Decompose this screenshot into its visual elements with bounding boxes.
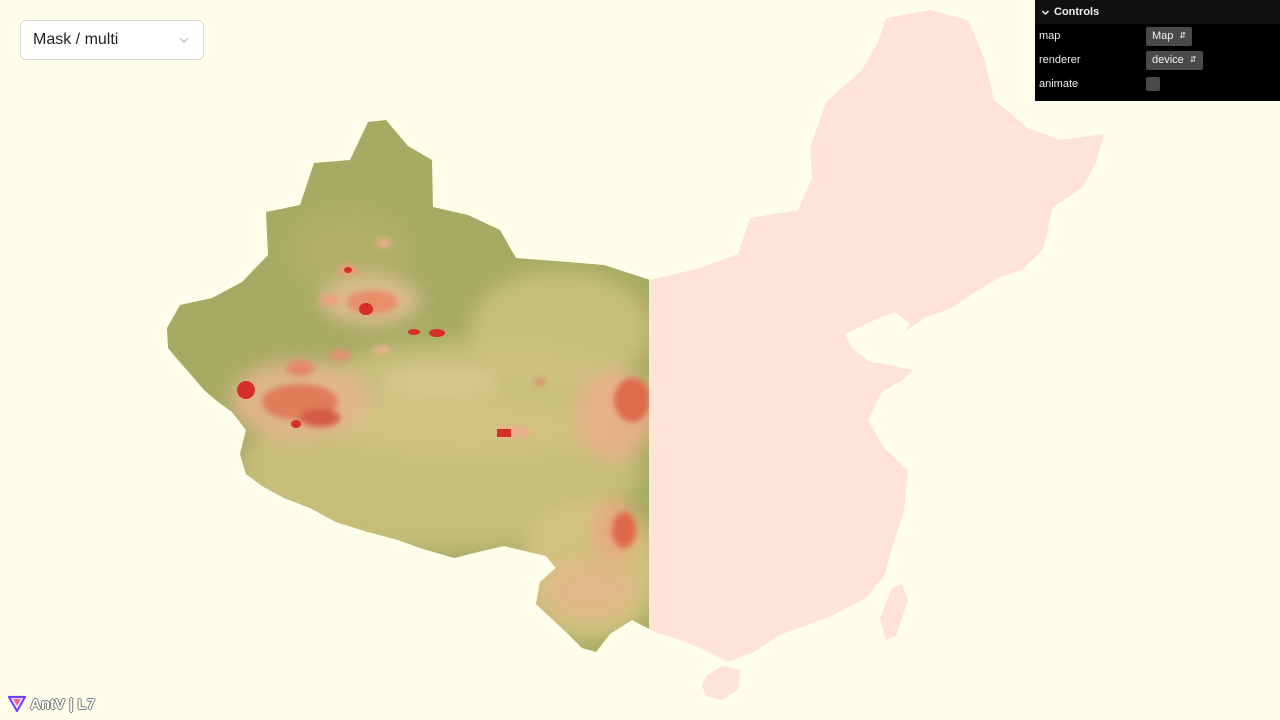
control-label-map: map bbox=[1039, 30, 1061, 42]
renderer-select-value: device bbox=[1152, 54, 1184, 66]
taiwan-island bbox=[880, 584, 908, 640]
logo-text: AntV | L7 bbox=[30, 695, 96, 713]
antv-logo-icon bbox=[8, 695, 26, 713]
hainan-island bbox=[702, 666, 740, 700]
animate-checkbox[interactable] bbox=[1146, 77, 1160, 91]
china-mask-fill bbox=[649, 10, 1104, 662]
renderer-select[interactable]: device ⇵ bbox=[1146, 50, 1203, 70]
map-select-value: Map bbox=[1152, 30, 1174, 42]
elevation-raster bbox=[167, 100, 649, 660]
control-row-renderer: renderer device ⇵ bbox=[1035, 48, 1280, 72]
high-elevation-peaks bbox=[237, 267, 511, 437]
case-select-value: Mask / multi bbox=[33, 31, 119, 48]
map-select[interactable]: Map ⇵ bbox=[1146, 26, 1193, 46]
updown-arrows-icon: ⇵ bbox=[1179, 31, 1187, 40]
updown-arrows-icon: ⇵ bbox=[1189, 55, 1197, 64]
controls-title-bar[interactable]: Controls bbox=[1035, 0, 1280, 24]
case-select[interactable]: Mask / multi bbox=[20, 20, 204, 60]
control-row-map: map Map ⇵ bbox=[1035, 24, 1280, 48]
controls-panel: Controls map Map ⇵ renderer device ⇵ ani… bbox=[1035, 0, 1280, 101]
chevron-down-icon bbox=[1041, 9, 1050, 15]
controls-title: Controls bbox=[1054, 6, 1100, 18]
bohai-sea bbox=[845, 312, 910, 348]
control-label-renderer: renderer bbox=[1039, 54, 1081, 66]
chevron-down-icon bbox=[179, 37, 189, 43]
control-label-animate: animate bbox=[1039, 78, 1079, 90]
control-row-animate: animate bbox=[1035, 72, 1280, 96]
antv-l7-logo[interactable]: AntV | L7 bbox=[8, 694, 95, 714]
